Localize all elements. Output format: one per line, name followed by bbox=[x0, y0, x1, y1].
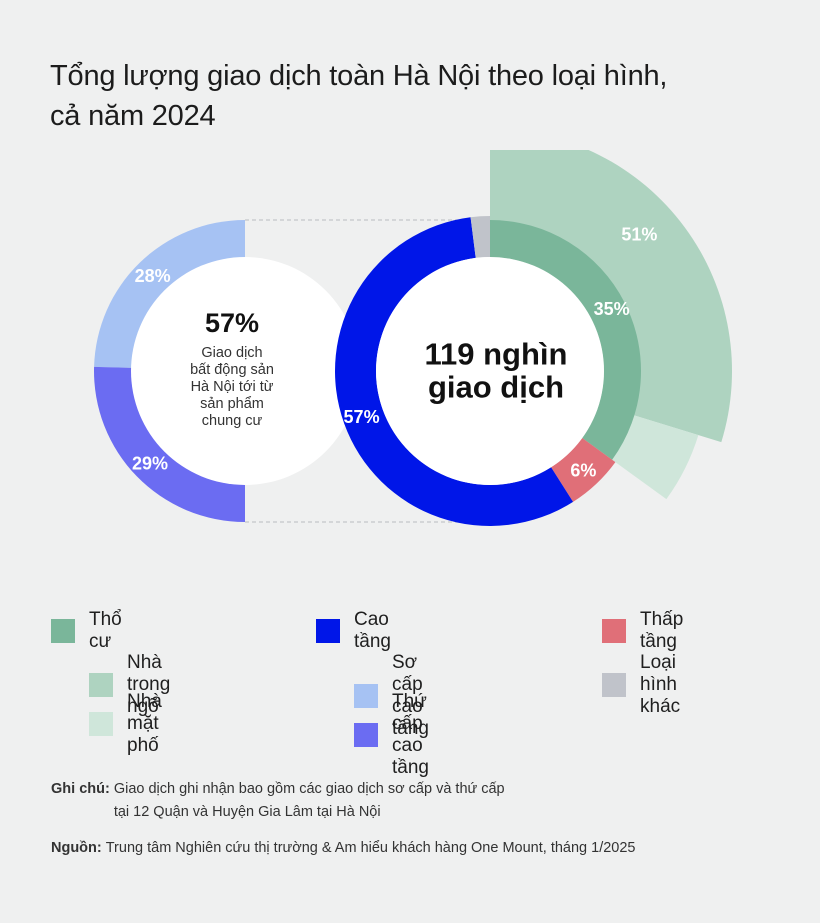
source-text: Trung tâm Nghiên cứu thị trường & Am hiể… bbox=[105, 840, 636, 856]
slice-label-tho-cu: 35% bbox=[594, 299, 630, 319]
note-text-line-1: Giao dịch ghi nhận bao gồm các giao dịch… bbox=[113, 781, 505, 797]
source-row: Nguồn: Trung tâm Nghiên cứu thị trường &… bbox=[51, 837, 771, 860]
source-label: Nguồn: bbox=[51, 840, 102, 856]
left-slice-label-thu-cap-cao-tang: 29% bbox=[132, 453, 168, 473]
slice-loai-hinh-khac bbox=[470, 216, 490, 258]
chart-title: Tổng lượng giao dịch toàn Hà Nội theo lo… bbox=[50, 56, 770, 136]
legend-swatch bbox=[89, 712, 113, 736]
legend-item-nha-mat-pho: Nhà mặt phố bbox=[89, 691, 162, 757]
note-row: Ghi chú: Giao dịch ghi nhận bao gồm các … bbox=[51, 778, 771, 824]
left-center-text-line-2: bất động sản bbox=[190, 362, 274, 378]
left-slice-label-so-cap-cao-tang: 28% bbox=[135, 266, 171, 286]
legend-swatch bbox=[354, 684, 378, 708]
left-center-text-line-1: Giao dịch bbox=[201, 345, 262, 361]
legend-swatch bbox=[316, 619, 340, 643]
right-donut-hole bbox=[376, 257, 604, 485]
legend-item-thap-tang: Thấp tầng bbox=[602, 609, 683, 653]
left-center-value: 57% bbox=[205, 308, 259, 338]
legend-item-nha-trong-ngo: Nhà trong ngõ bbox=[89, 652, 170, 718]
chart-title-line-1: Tổng lượng giao dịch toàn Hà Nội theo lo… bbox=[50, 60, 668, 92]
slice-label-cao-tang: 57% bbox=[344, 407, 380, 427]
legend-item-tho-cu: Thổ cư bbox=[51, 609, 122, 653]
legend-swatch bbox=[51, 619, 75, 643]
legend-item-so-cap-cao-tang: Sơ cấp cao tầng bbox=[354, 652, 429, 740]
legend-item-thu-cap-cao-tang: Thứ cấp cao tầng bbox=[354, 691, 429, 779]
legend-label: Thổ cư bbox=[89, 609, 122, 652]
legend-label: Nhà mặt phố bbox=[127, 691, 162, 756]
right-center-text-line-2: giao dịch bbox=[428, 370, 564, 405]
chart-title-line-2: cả năm 2024 bbox=[50, 100, 216, 132]
slice-cao-tang bbox=[334, 217, 574, 526]
legend-item-cao-tang: Cao tầng bbox=[316, 609, 391, 653]
note-label: Ghi chú: bbox=[51, 781, 110, 797]
legend-label: Thấp tầng bbox=[640, 609, 684, 652]
legend-label: Nhà trong ngõ bbox=[127, 652, 171, 717]
note-text: Giao dịch ghi nhận bao gồm các giao dịch… bbox=[114, 778, 505, 824]
note-text-line-2: tại 12 Quận và Huyện Gia Lâm tại Hà Nội bbox=[113, 804, 381, 820]
legend-label: Thứ cấp cao tầng bbox=[392, 691, 429, 778]
legend-swatch bbox=[89, 673, 113, 697]
outer-slice-label-nha-trong-ngo: 51% bbox=[621, 224, 657, 244]
left-donut-hole bbox=[131, 257, 359, 485]
left-center-text-line-3: Hà Nội tới từ bbox=[191, 379, 274, 395]
legend-item-loai-hinh-khac: Loại hình khác bbox=[602, 652, 680, 718]
slice-label-thap-tang: 6% bbox=[570, 461, 596, 481]
slice-tho-cu bbox=[490, 220, 641, 460]
legend-swatch bbox=[602, 673, 626, 697]
legend-label: Cao tầng bbox=[354, 609, 391, 652]
slice-thap-tang bbox=[551, 438, 616, 502]
notes: Ghi chú: Giao dịch ghi nhận bao gồm các … bbox=[51, 778, 771, 873]
legend-label: Loại hình khác bbox=[640, 652, 681, 717]
legend-swatch bbox=[602, 619, 626, 643]
left-center-text-line-5: chung cư bbox=[202, 413, 263, 429]
legend-swatch bbox=[354, 723, 378, 747]
right-center-text-line-1: 119 nghìn bbox=[425, 337, 568, 372]
left-center-text-line-4: sản phẩm bbox=[200, 396, 264, 412]
legend-label: Sơ cấp cao tầng bbox=[392, 652, 429, 739]
